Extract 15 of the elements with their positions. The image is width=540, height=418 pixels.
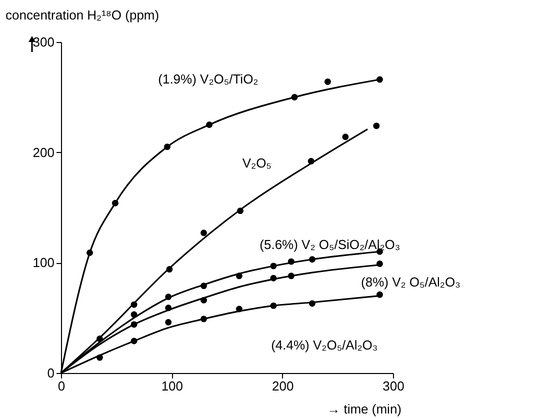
- text: (4.4%) V₂O₅/Al₂O₃: [271, 337, 378, 352]
- x-tick-label: 300: [382, 378, 404, 394]
- x-axis-title: → time (min): [327, 402, 402, 416]
- y-tick-label: 300: [32, 34, 54, 50]
- y-axis-title: concentration H₂¹⁸O (ppm): [6, 8, 160, 22]
- y-tick-label: 0: [47, 366, 54, 380]
- x-tick-label: 0: [58, 378, 66, 394]
- text: V₂O₅: [242, 155, 272, 170]
- series-label: (5.6%) V₂ O₅/SiO₂/Al₂O₃: [260, 237, 400, 252]
- x-tick-label: 100: [161, 378, 184, 394]
- y-tick-label: 200: [32, 144, 54, 160]
- y-tick-label: 100: [32, 255, 54, 270]
- x-tick-label: 200: [272, 378, 294, 394]
- text: (1.9%) V₂O₅/TiO₂: [158, 72, 258, 87]
- series-label: (8%) V₂ O₅/Al₂O₃: [361, 274, 460, 290]
